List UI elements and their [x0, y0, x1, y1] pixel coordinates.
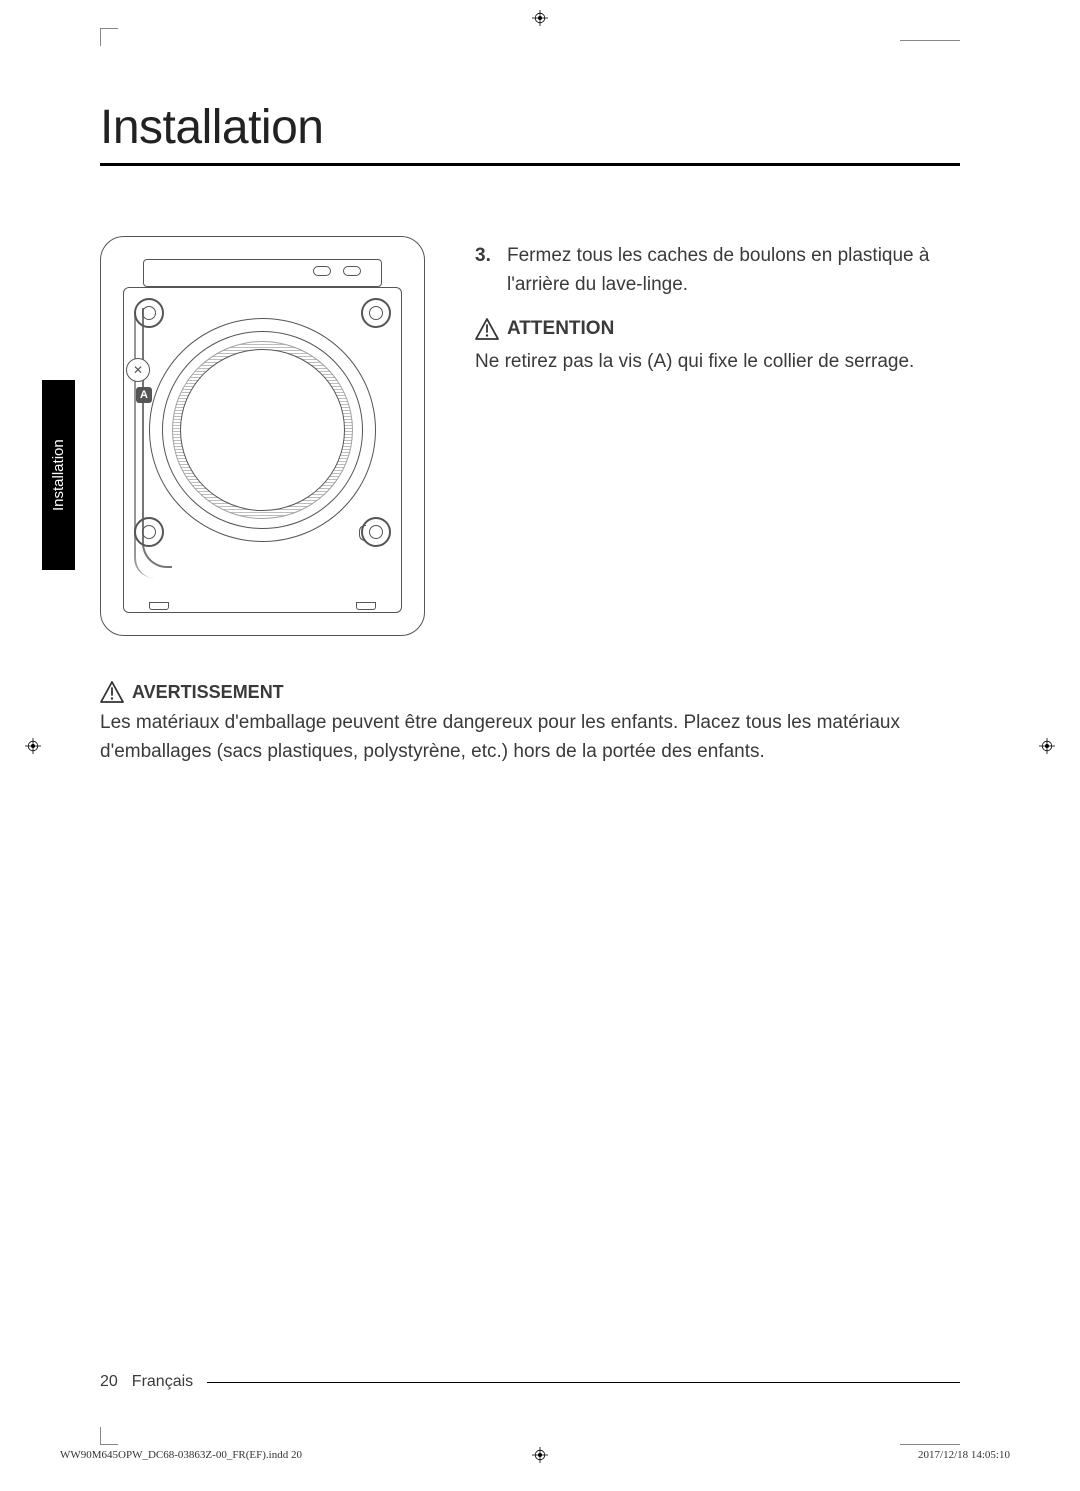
- page-footer: 20 Français: [100, 1373, 960, 1391]
- warning-triangle-icon: [100, 681, 124, 703]
- step-number: 3.: [475, 242, 495, 299]
- print-slug-filename: WW90M645OPW_DC68-03863Z-00_FR(EF).indd 2…: [60, 1449, 302, 1461]
- registration-mark-icon: [1039, 738, 1055, 754]
- attention-heading: ATTENTION: [475, 315, 960, 344]
- attention-label: ATTENTION: [507, 315, 614, 344]
- vis-label: vis (A): [619, 351, 673, 372]
- registration-mark-icon: [532, 1447, 548, 1463]
- footer-rule: [207, 1382, 960, 1383]
- page-title: Installation: [100, 100, 960, 166]
- crop-mark: [100, 1427, 118, 1445]
- print-slug-timestamp: 2017/12/18 14:05:10: [918, 1449, 1010, 1461]
- instruction-step: 3. Fermez tous les caches de boulons en …: [475, 242, 960, 299]
- warning-label: AVERTISSEMENT: [132, 682, 284, 703]
- attention-text: Ne retirez pas la vis (A) qui fixe le co…: [475, 348, 960, 377]
- warning-text: Les matériaux d'emballage peuvent être d…: [100, 709, 960, 766]
- page-number: 20: [100, 1373, 118, 1391]
- washer-diagram: A: [100, 236, 425, 636]
- warning-heading: AVERTISSEMENT: [100, 681, 960, 703]
- diagram-label-a: A: [136, 387, 152, 403]
- page-language: Français: [132, 1373, 193, 1391]
- crop-mark: [900, 40, 960, 41]
- section-tab: Installation: [42, 380, 75, 570]
- crop-mark: [100, 28, 118, 46]
- warning-triangle-icon: [475, 318, 499, 340]
- step-text: Fermez tous les caches de boulons en pla…: [507, 242, 960, 299]
- registration-mark-icon: [25, 738, 41, 754]
- crop-mark: [900, 1444, 960, 1445]
- registration-mark-icon: [532, 10, 548, 26]
